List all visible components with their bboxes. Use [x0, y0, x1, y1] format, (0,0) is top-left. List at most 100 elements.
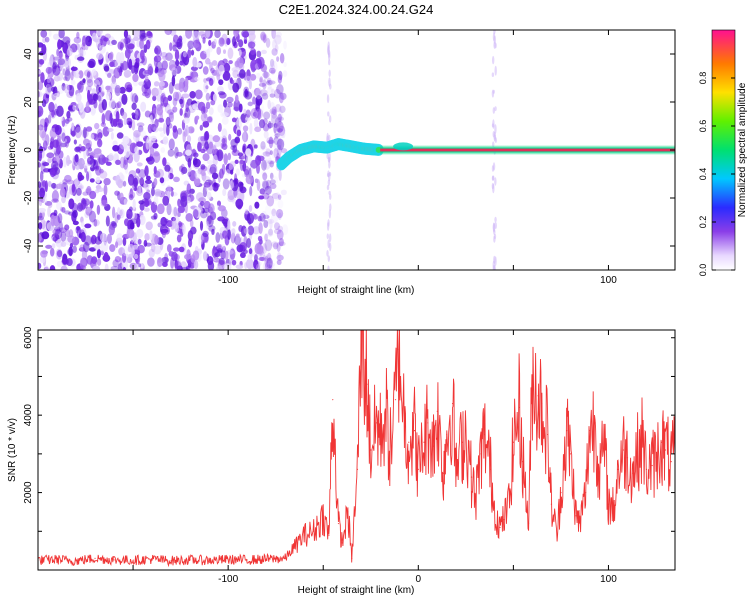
noise-blob [211, 228, 215, 235]
noise-streak [327, 265, 330, 270]
noise-blob [81, 199, 87, 205]
noise-blob [103, 251, 109, 262]
noise-blob [75, 187, 82, 196]
noise-blob [263, 70, 268, 80]
snr-data-point [531, 375, 533, 378]
noise-blob [257, 235, 263, 242]
noise-blob [262, 172, 268, 181]
noise-blob [238, 69, 246, 79]
noise-streak [492, 162, 496, 171]
noise-blob [242, 145, 246, 153]
noise-blob [85, 142, 92, 150]
noise-blob [185, 101, 189, 113]
noise-blob [183, 117, 190, 124]
noise-blob [283, 61, 287, 68]
snr-data-point [670, 461, 672, 463]
noise-blob [262, 118, 268, 125]
snr-data-point [94, 557, 96, 559]
snr-data-point [423, 441, 425, 443]
snr-data-point [655, 457, 657, 459]
noise-blob [281, 148, 288, 154]
noise-blob [197, 167, 203, 175]
noise-blob [68, 198, 75, 210]
noise-blob [232, 36, 237, 47]
noise-blob [136, 141, 144, 147]
noise-blob [76, 226, 81, 231]
snr-data-point [579, 522, 581, 525]
noise-blob [175, 59, 180, 67]
noise-blob [188, 165, 192, 176]
snr-data-point [313, 530, 315, 532]
noise-blob [156, 93, 161, 102]
noise-blob [138, 168, 147, 179]
noise-blob [65, 229, 71, 237]
noise-blob [161, 256, 169, 264]
noise-blob [271, 106, 277, 115]
noise-blob [152, 142, 159, 149]
noise-blob [131, 102, 137, 111]
noise-blob [253, 118, 259, 129]
colorbar-tick-label: 0.8 [698, 72, 708, 85]
noise-blob [233, 106, 239, 111]
noise-blob [137, 125, 144, 133]
noise-blob [276, 259, 282, 265]
noise-blob [110, 132, 114, 140]
noise-blob [55, 183, 64, 190]
noise-blob [273, 123, 278, 129]
noise-blob [200, 200, 205, 207]
noise-blob [115, 52, 122, 64]
snr-data-point [645, 468, 648, 470]
noise-blob [257, 155, 265, 162]
noise-blob [250, 108, 258, 120]
noise-blob [164, 252, 168, 263]
noise-blob [265, 37, 271, 48]
noise-blob [192, 209, 199, 219]
noise-blob [96, 258, 102, 266]
colorbar-gradient [711, 29, 736, 271]
noise-blob [136, 162, 143, 167]
noise-blob [149, 114, 153, 125]
noise-blob [186, 196, 191, 204]
noise-blob [183, 128, 188, 138]
noise-blob [246, 238, 252, 249]
noise-blob [145, 221, 153, 231]
noise-blob [264, 185, 272, 195]
y-tick-label: 6000 [23, 326, 34, 349]
noise-blob [261, 159, 267, 171]
noise-blob [226, 96, 234, 103]
noise-blob [260, 31, 266, 41]
snr-data-point [446, 433, 448, 436]
noise-blob [192, 39, 201, 49]
noise-blob [49, 109, 56, 116]
noise-blob [268, 67, 276, 74]
noise-blob [217, 104, 224, 113]
noise-blob [52, 236, 58, 242]
snr-data-point [575, 515, 577, 517]
noise-blob [86, 255, 93, 265]
noise-blob [153, 126, 159, 133]
noise-blob [168, 172, 174, 180]
noise-blob [259, 212, 266, 222]
noise-blob [64, 174, 72, 183]
spectrogram-y-axis-label: Frequency (Hz) [7, 116, 18, 185]
trace-bump [393, 142, 414, 151]
noise-blob [186, 135, 192, 143]
noise-blob [139, 38, 144, 50]
noise-blob [271, 175, 279, 185]
noise-blob [206, 191, 212, 200]
noise-blob [182, 131, 186, 143]
noise-blob [182, 34, 187, 44]
noise-blob [240, 225, 247, 237]
noise-blob [135, 168, 141, 174]
noise-blob [202, 153, 210, 162]
noise-blob [68, 229, 74, 238]
noise-blob [242, 130, 247, 143]
noise-blob [274, 104, 282, 113]
noise-blob [199, 220, 204, 231]
noise-blob [90, 134, 95, 140]
noise-blob [242, 125, 249, 132]
noise-blob [71, 122, 75, 132]
noise-blob [179, 98, 184, 105]
snr-data-point [664, 449, 667, 451]
noise-blob [245, 75, 251, 84]
